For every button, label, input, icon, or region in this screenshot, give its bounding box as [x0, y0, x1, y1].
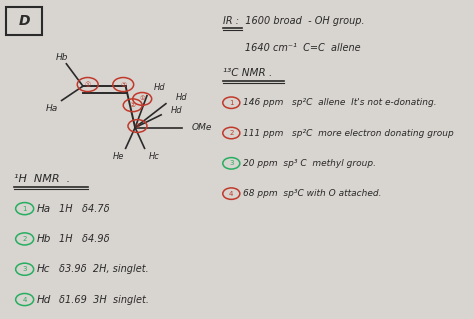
Text: Hc: Hc — [149, 152, 159, 161]
Text: He: He — [113, 152, 124, 161]
Text: Ha: Ha — [46, 104, 58, 113]
Text: δ1.69  3H  singlet.: δ1.69 3H singlet. — [59, 294, 149, 305]
Text: Hd: Hd — [37, 294, 51, 305]
Text: ②: ② — [120, 82, 127, 87]
Text: 4: 4 — [229, 191, 234, 197]
Text: 2: 2 — [22, 236, 27, 242]
Text: Hd: Hd — [171, 106, 182, 115]
Text: 111 ppm   sp²C  more electron donating group: 111 ppm sp²C more electron donating grou… — [243, 129, 454, 137]
Text: 1640 cm⁻¹  C=C  allene: 1640 cm⁻¹ C=C allene — [223, 43, 360, 53]
Text: OMe: OMe — [192, 123, 212, 132]
Text: 1: 1 — [229, 100, 234, 106]
Text: 3: 3 — [229, 160, 234, 166]
Text: 68 ppm  sp³C with O attached.: 68 ppm sp³C with O attached. — [243, 189, 381, 198]
Text: D: D — [18, 14, 30, 28]
Text: Hd: Hd — [175, 93, 187, 102]
Text: Hd: Hd — [154, 83, 166, 92]
Text: Hc: Hc — [37, 264, 50, 274]
Text: ①: ① — [139, 96, 145, 101]
Text: Ha: Ha — [37, 204, 51, 214]
Text: Hb: Hb — [55, 53, 68, 62]
Text: 20 ppm  sp³ C  methyl group.: 20 ppm sp³ C methyl group. — [243, 159, 376, 168]
Text: ¹H  NMR  .: ¹H NMR . — [14, 174, 70, 184]
Text: 146 ppm   sp²C  allene  It's not e-donating.: 146 ppm sp²C allene It's not e-donating. — [243, 98, 436, 107]
Text: IR :  1600 broad  - OH group.: IR : 1600 broad - OH group. — [223, 16, 365, 26]
Text: 1H   δ4.9δ: 1H δ4.9δ — [59, 234, 110, 244]
Text: 2: 2 — [229, 130, 234, 136]
Text: 3: 3 — [22, 266, 27, 272]
Text: Hb: Hb — [37, 234, 51, 244]
Text: ④: ④ — [135, 123, 140, 129]
Text: 4: 4 — [22, 297, 27, 302]
Text: δ3.9δ  2H, singlet.: δ3.9δ 2H, singlet. — [59, 264, 149, 274]
Text: 1: 1 — [22, 206, 27, 211]
Text: ¹³C NMR .: ¹³C NMR . — [223, 68, 272, 78]
Text: ①: ① — [84, 82, 91, 87]
Text: ②: ② — [129, 102, 136, 108]
Text: 1H   δ4.7δ: 1H δ4.7δ — [59, 204, 110, 214]
